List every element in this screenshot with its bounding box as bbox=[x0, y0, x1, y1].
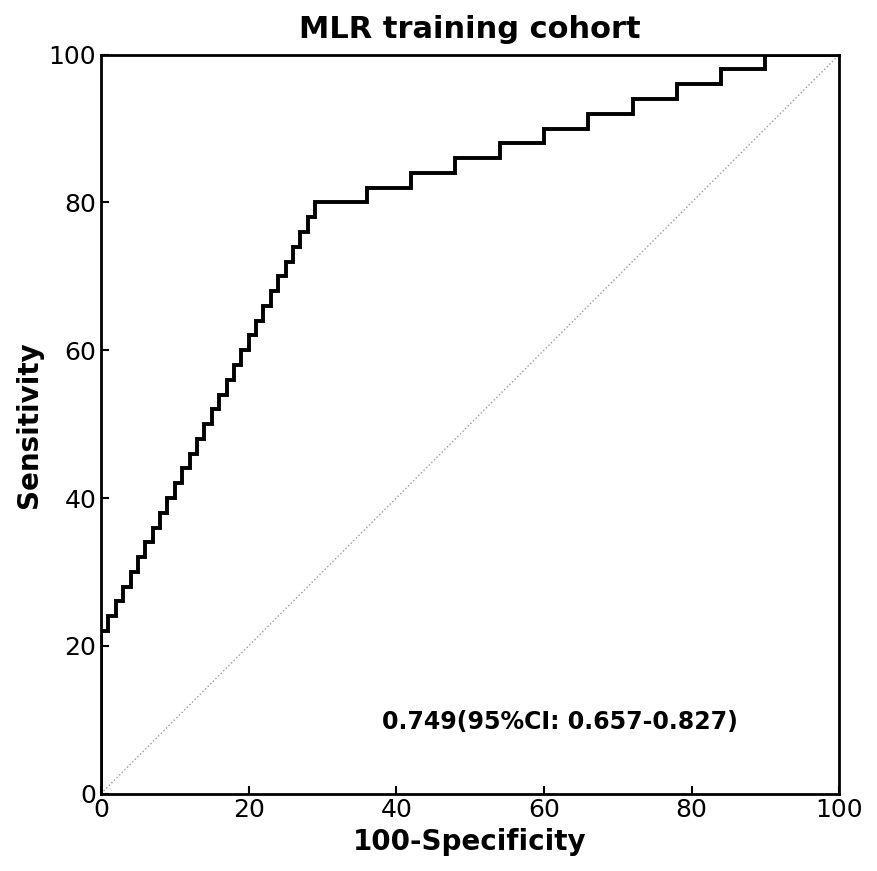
X-axis label: 100-Specificity: 100-Specificity bbox=[353, 828, 586, 856]
Y-axis label: Sensitivity: Sensitivity bbox=[15, 341, 43, 508]
Text: 0.749(95%CI: 0.657-0.827): 0.749(95%CI: 0.657-0.827) bbox=[381, 711, 737, 734]
Title: MLR training cohort: MLR training cohort bbox=[299, 15, 640, 44]
